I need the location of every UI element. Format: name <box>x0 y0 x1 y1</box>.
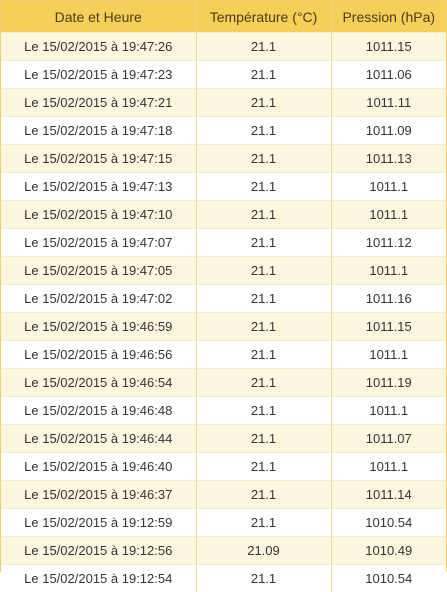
measurements-table-container: Date et Heure Température (°C) Pression … <box>0 0 447 572</box>
cell-pressure: 1011.13 <box>331 145 446 173</box>
cell-pressure: 1010.49 <box>331 537 446 565</box>
cell-datetime: Le 15/02/2015 à 19:47:15 <box>1 145 196 173</box>
cell-pressure: 1010.54 <box>331 509 446 537</box>
cell-temperature: 21.1 <box>196 397 331 425</box>
cell-temperature: 21.1 <box>196 145 331 173</box>
cell-temperature: 21.1 <box>196 173 331 201</box>
cell-temperature: 21.1 <box>196 509 331 537</box>
cell-temperature: 21.1 <box>196 61 331 89</box>
cell-temperature: 21.1 <box>196 117 331 145</box>
cell-pressure: 1011.1 <box>331 201 446 229</box>
cell-datetime: Le 15/02/2015 à 19:46:48 <box>1 397 196 425</box>
header-row: Date et Heure Température (°C) Pression … <box>1 1 446 33</box>
cell-datetime: Le 15/02/2015 à 19:47:10 <box>1 201 196 229</box>
cell-pressure: 1011.09 <box>331 117 446 145</box>
cell-pressure: 1011.19 <box>331 369 446 397</box>
cell-pressure: 1011.16 <box>331 285 446 313</box>
cell-datetime: Le 15/02/2015 à 19:46:56 <box>1 341 196 369</box>
cell-pressure: 1011.15 <box>331 313 446 341</box>
cell-datetime: Le 15/02/2015 à 19:47:05 <box>1 257 196 285</box>
cell-datetime: Le 15/02/2015 à 19:47:23 <box>1 61 196 89</box>
cell-datetime: Le 15/02/2015 à 19:46:54 <box>1 369 196 397</box>
cell-pressure: 1011.1 <box>331 453 446 481</box>
table-header: Date et Heure Température (°C) Pression … <box>1 1 446 33</box>
cell-temperature: 21.1 <box>196 481 331 509</box>
cell-datetime: Le 15/02/2015 à 19:47:07 <box>1 229 196 257</box>
cell-temperature: 21.1 <box>196 313 331 341</box>
cell-datetime: Le 15/02/2015 à 19:46:59 <box>1 313 196 341</box>
cell-datetime: Le 15/02/2015 à 19:47:18 <box>1 117 196 145</box>
cell-pressure: 1011.11 <box>331 89 446 117</box>
cell-datetime: Le 15/02/2015 à 19:12:54 <box>1 565 196 592</box>
column-header-temperature[interactable]: Température (°C) <box>196 1 331 33</box>
cell-temperature: 21.1 <box>196 257 331 285</box>
cell-temperature: 21.09 <box>196 537 331 565</box>
cell-pressure: 1011.1 <box>331 257 446 285</box>
cell-temperature: 21.1 <box>196 425 331 453</box>
cell-pressure: 1010.54 <box>331 565 446 592</box>
column-header-datetime[interactable]: Date et Heure <box>1 1 196 33</box>
cell-temperature: 21.1 <box>196 89 331 117</box>
cell-temperature: 21.1 <box>196 285 331 313</box>
cell-datetime: Le 15/02/2015 à 19:47:26 <box>1 33 196 61</box>
cell-temperature: 21.1 <box>196 33 331 61</box>
cell-pressure: 1011.1 <box>331 173 446 201</box>
cell-datetime: Le 15/02/2015 à 19:47:21 <box>1 89 196 117</box>
cell-pressure: 1011.1 <box>331 397 446 425</box>
cell-pressure: 1011.12 <box>331 229 446 257</box>
cell-pressure: 1011.15 <box>331 33 446 61</box>
cell-temperature: 21.1 <box>196 201 331 229</box>
cell-datetime: Le 15/02/2015 à 19:12:59 <box>1 509 196 537</box>
cell-datetime: Le 15/02/2015 à 19:46:37 <box>1 481 196 509</box>
cell-datetime: Le 15/02/2015 à 19:47:02 <box>1 285 196 313</box>
cell-pressure: 1011.1 <box>331 341 446 369</box>
cell-temperature: 21.1 <box>196 229 331 257</box>
cell-temperature: 21.1 <box>196 341 331 369</box>
cell-pressure: 1011.14 <box>331 481 446 509</box>
cell-datetime: Le 15/02/2015 à 19:46:40 <box>1 453 196 481</box>
cell-datetime: Le 15/02/2015 à 19:12:56 <box>1 537 196 565</box>
cell-datetime: Le 15/02/2015 à 19:47:13 <box>1 173 196 201</box>
cell-temperature: 21.1 <box>196 565 331 592</box>
cell-pressure: 1011.06 <box>331 61 446 89</box>
column-header-pressure[interactable]: Pression (hPa) <box>331 1 446 33</box>
cell-pressure: 1011.07 <box>331 425 446 453</box>
cell-temperature: 21.1 <box>196 453 331 481</box>
cell-datetime: Le 15/02/2015 à 19:46:44 <box>1 425 196 453</box>
cell-temperature: 21.1 <box>196 369 331 397</box>
